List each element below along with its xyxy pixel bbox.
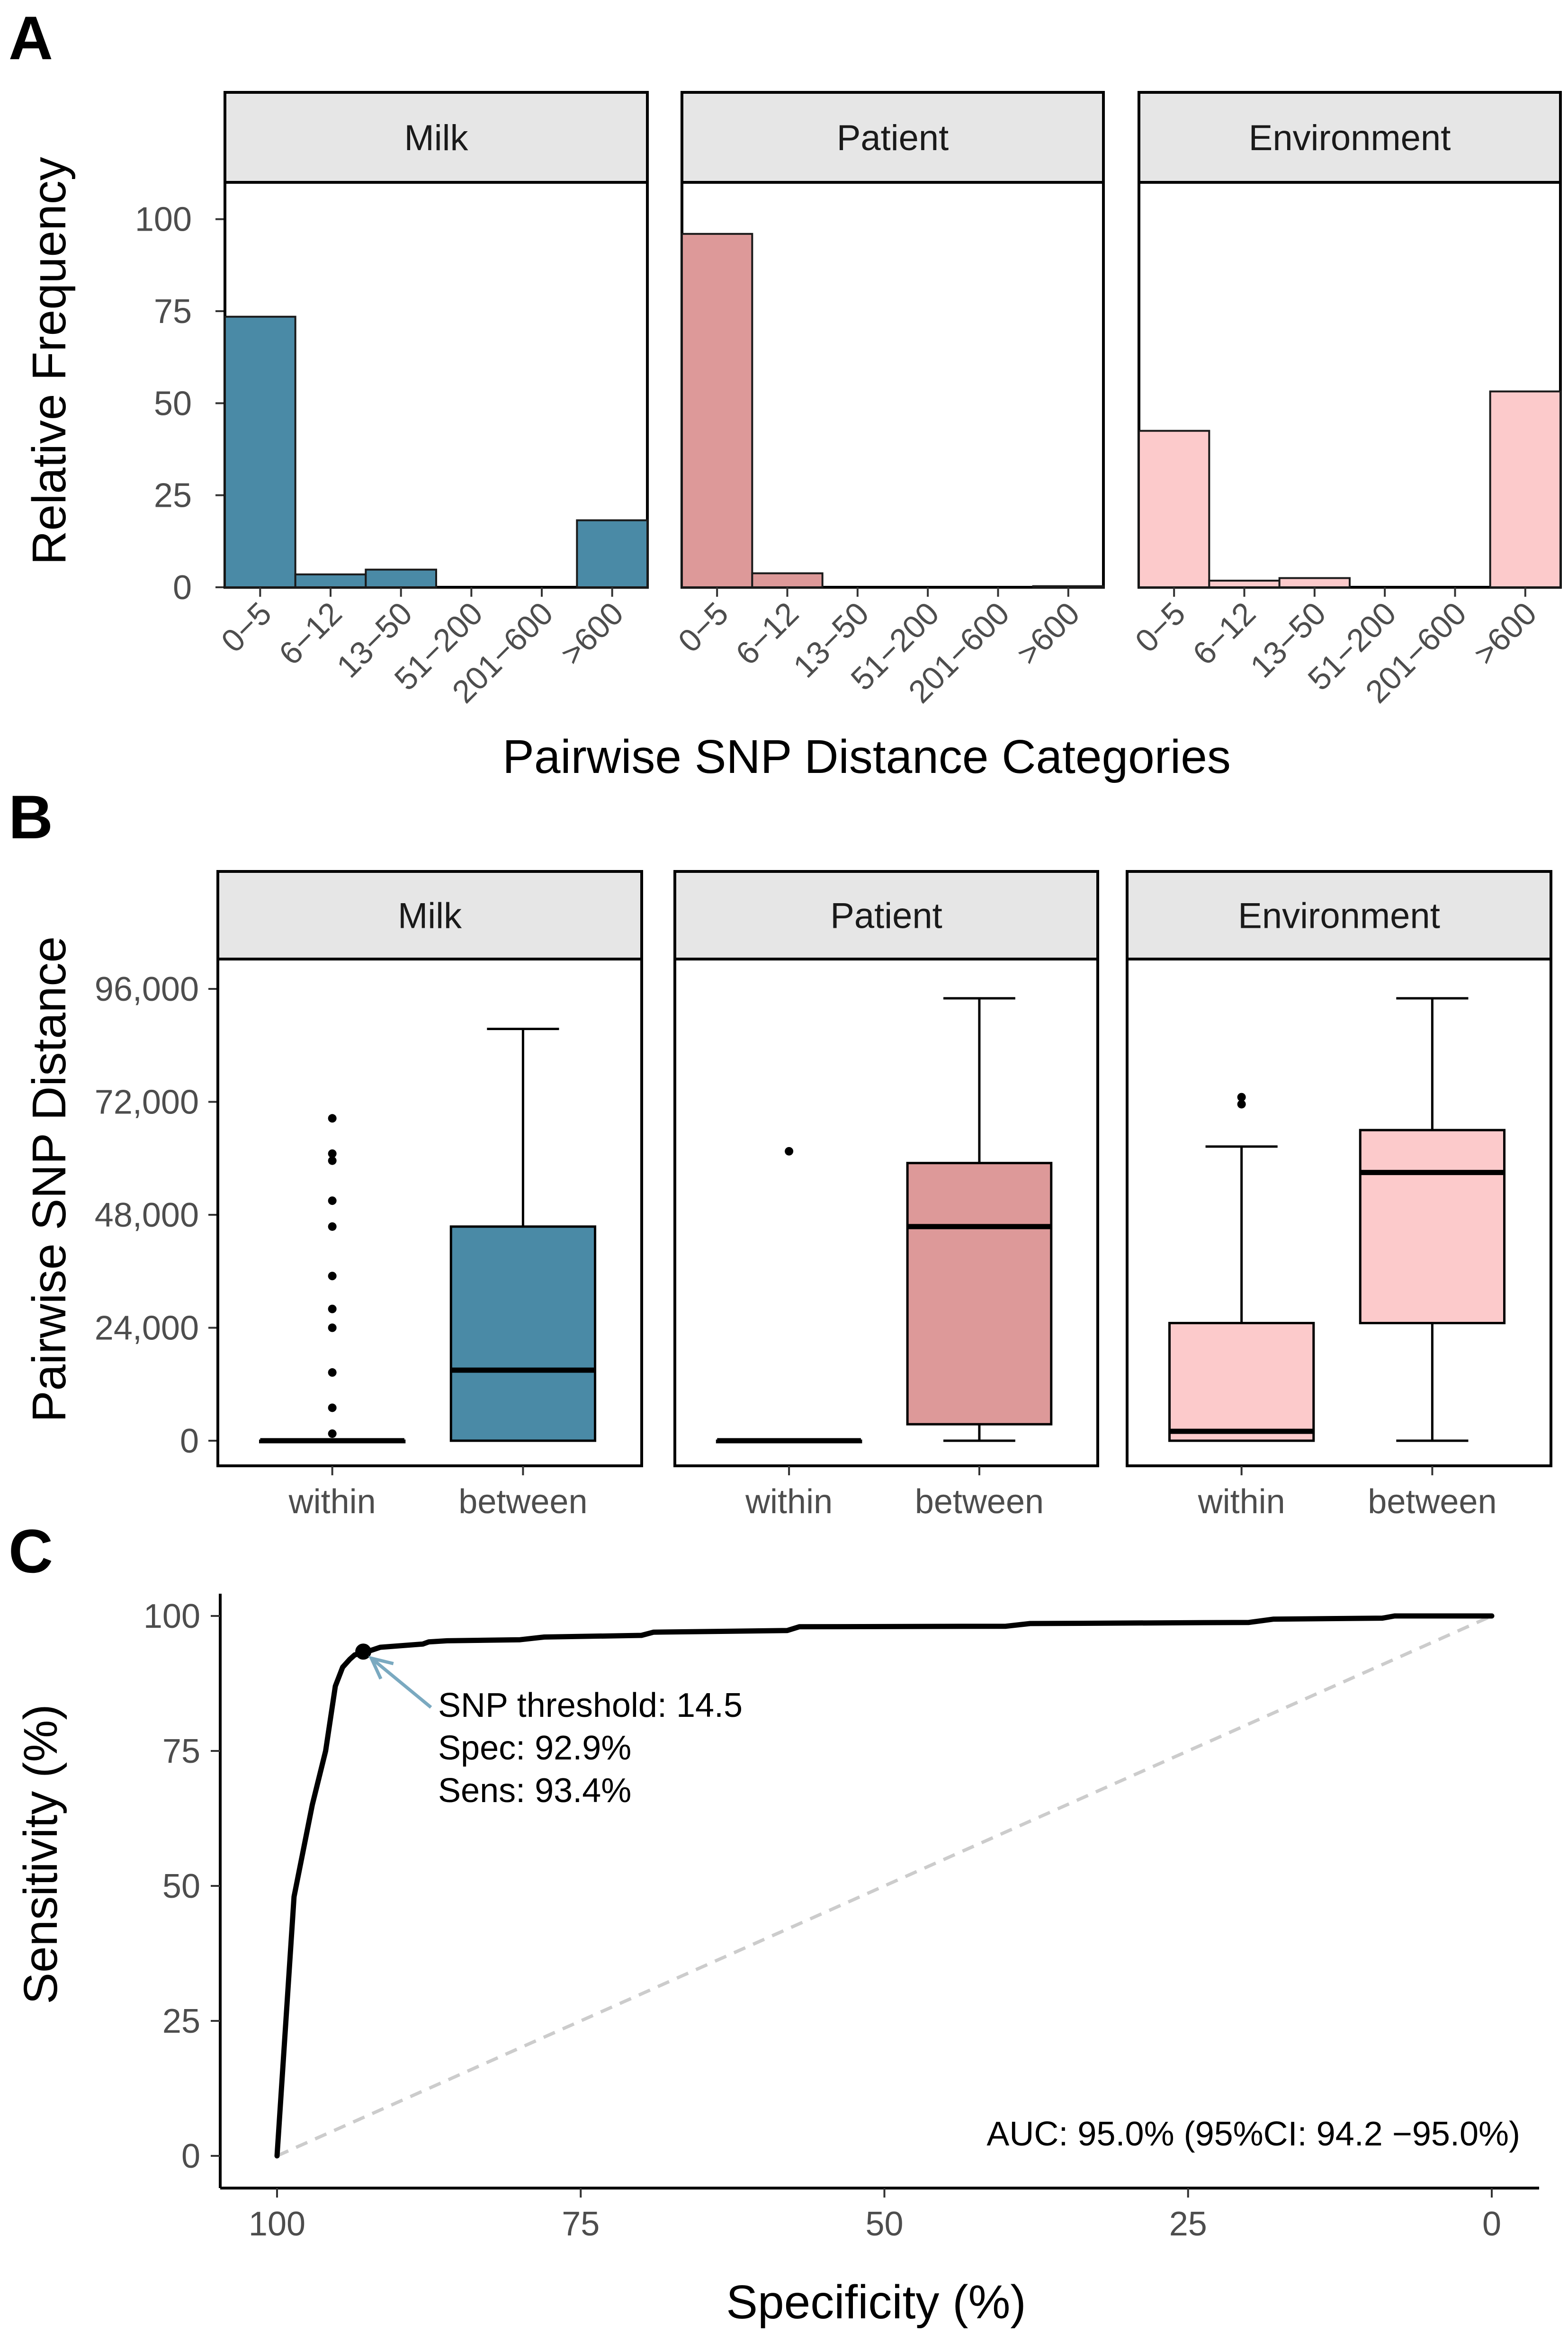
panel-b-strip-label-environment: Environment — [1238, 896, 1440, 936]
panel-a-bar-environment-600 — [1489, 390, 1562, 588]
panel-a-strip-milk — [224, 91, 649, 184]
panel-a-y-tick-label: 0 — [173, 569, 192, 607]
panel-c-x-tick-label: 100 — [249, 2205, 305, 2243]
panel-a-bar-milk-6-12 — [294, 573, 367, 588]
panel-label-a: A — [9, 3, 53, 72]
panel-b-milk-within-outlier — [328, 1222, 337, 1231]
panel-a-strip-environment — [1138, 91, 1562, 184]
panel-a-bar-environment-13-50 — [1278, 577, 1351, 589]
panel-b-patient-within-outlier — [785, 1147, 794, 1156]
panel-b-boxplots: 0 24,000 48,000 72,000 96,000 Milk within betwe… — [95, 870, 1552, 1521]
panel-c-x-tick-label: 25 — [1169, 2205, 1207, 2243]
roc-reference-diagonal — [276, 1614, 1493, 2158]
roc-annotation-arrow-head — [368, 1656, 394, 1680]
panel-c-x-tick-label: 50 — [865, 2205, 903, 2243]
panel-b-x-tick-label-between: between — [458, 1483, 587, 1521]
panel-a-bar-patient-600 — [1032, 585, 1105, 589]
panel-b-environment-within-outlier — [1237, 1093, 1246, 1102]
panel-b-milk-within-outlier — [328, 1149, 337, 1158]
roc-annotation-line-1: SNP threshold: 14.5 — [438, 1687, 743, 1724]
panel-c-roc: 0 25 50 75 100 100 75 50 25 0 — [143, 1594, 1539, 2243]
panel-b-milk-within-outlier — [328, 1323, 337, 1332]
panel-b-milk-within-outlier — [328, 1403, 337, 1412]
panel-c-y-axis-title: Sensitivity (%) — [14, 1704, 67, 2004]
auc-label: AUC: 95.0% (95%CI: 94.2 −95.0%) — [986, 2115, 1520, 2153]
panel-label-b: B — [9, 782, 53, 852]
panel-b-strip-label-milk: Milk — [398, 896, 462, 936]
panel-label-c: C — [9, 1516, 53, 1586]
panel-b-milk-within-outlier — [328, 1304, 337, 1313]
panel-a-x-axis-title: Pairwise SNP Distance Categories — [502, 730, 1231, 783]
panel-a-strip-label-patient: Patient — [837, 118, 949, 158]
panel-a-strip-label-milk: Milk — [404, 118, 468, 158]
panel-b-x-tick-label-within: within — [1198, 1483, 1285, 1521]
panel-b-y-tick-label: 72,000 — [95, 1084, 199, 1122]
panel-c-y-tick-label: 75 — [162, 1732, 200, 1770]
panel-b-y-tick-label: 96,000 — [95, 970, 199, 1008]
panel-b-milk-within-outlier — [328, 1429, 337, 1438]
panel-b-x-tick-label-between: between — [1368, 1483, 1496, 1521]
panel-a-bar-milk-13-50 — [365, 568, 437, 589]
panel-b-y-tick-label: 48,000 — [95, 1196, 199, 1234]
panel-a-bar-patient-0-5 — [681, 233, 753, 588]
panel-b-x-tick-label-within: within — [745, 1483, 833, 1521]
panel-a-bar-environment-6-12 — [1208, 580, 1281, 588]
panel-b-milk-within-outlier — [328, 1156, 337, 1165]
panel-b-milk-within-outlier — [328, 1272, 337, 1281]
panel-c-y-tick-label: 0 — [181, 2137, 200, 2175]
panel-c-y-tick-label: 50 — [162, 1867, 200, 1905]
panel-a-y-tick-label: 100 — [135, 201, 192, 239]
roc-annotation-line-3: Sens: 93.4% — [438, 1772, 631, 1810]
panel-a-y-axis-title: Relative Frequency — [23, 157, 76, 565]
panel-b-environment-between-box — [1359, 1129, 1506, 1325]
panel-a-strip-patient — [681, 91, 1105, 184]
panel-b-plot-border-milk — [216, 958, 643, 1467]
roc-annotation-line-2: Spec: 92.9% — [438, 1729, 631, 1767]
panel-b-environment-within-outlier — [1237, 1100, 1246, 1109]
panel-b-milk-within-outlier — [328, 1368, 337, 1377]
panel-b-milk-within-outlier — [328, 1114, 337, 1123]
roc-threshold-point — [355, 1643, 372, 1660]
panel-b-y-tick-label: 0 — [180, 1422, 199, 1460]
panel-a-bar-milk-0-5 — [224, 315, 296, 588]
panel-b-plot-border-environment — [1126, 958, 1552, 1467]
panel-b-patient-between-box — [906, 1162, 1053, 1426]
panel-b-strip-patient — [673, 870, 1099, 960]
panel-c-x-axis-title: Specificity (%) — [726, 2276, 1026, 2329]
panel-b-strip-environment — [1126, 870, 1552, 960]
panel-a-bar-environment-0-5 — [1138, 430, 1210, 589]
panel-b-y-axis-title: Pairwise SNP Distance — [23, 936, 76, 1422]
panel-b-y-tick-label: 24,000 — [95, 1310, 199, 1347]
panel-a-y-tick-label: 50 — [154, 385, 192, 422]
panel-c-y-tick-label: 100 — [143, 1597, 200, 1635]
panel-b-milk-between-box — [449, 1225, 597, 1442]
panel-b-x-tick-label-between: between — [915, 1483, 1044, 1521]
panel-b-plot-border-patient — [673, 958, 1099, 1467]
panel-a-y-tick-label: 25 — [154, 477, 192, 515]
panel-c-y-tick-label: 25 — [162, 2002, 200, 2040]
panel-b-strip-label-patient: Patient — [830, 896, 942, 936]
panel-a-bar-patient-6-12 — [751, 572, 824, 588]
roc-annotation-arrow-shaft — [370, 1657, 432, 1709]
panel-a-bar-milk-600 — [576, 519, 649, 589]
roc-curve-line — [274, 1613, 1495, 2159]
panel-b-x-tick-label-within: within — [288, 1483, 376, 1521]
panel-b-environment-within-box — [1168, 1322, 1315, 1442]
panel-a-strip-label-environment: Environment — [1249, 118, 1451, 158]
panel-c-x-tick-label: 75 — [562, 2205, 600, 2243]
panel-b-milk-within-outlier — [328, 1196, 337, 1205]
panel-c-x-tick-label: 0 — [1482, 2205, 1501, 2243]
panel-a-y-tick-label: 75 — [154, 293, 192, 331]
